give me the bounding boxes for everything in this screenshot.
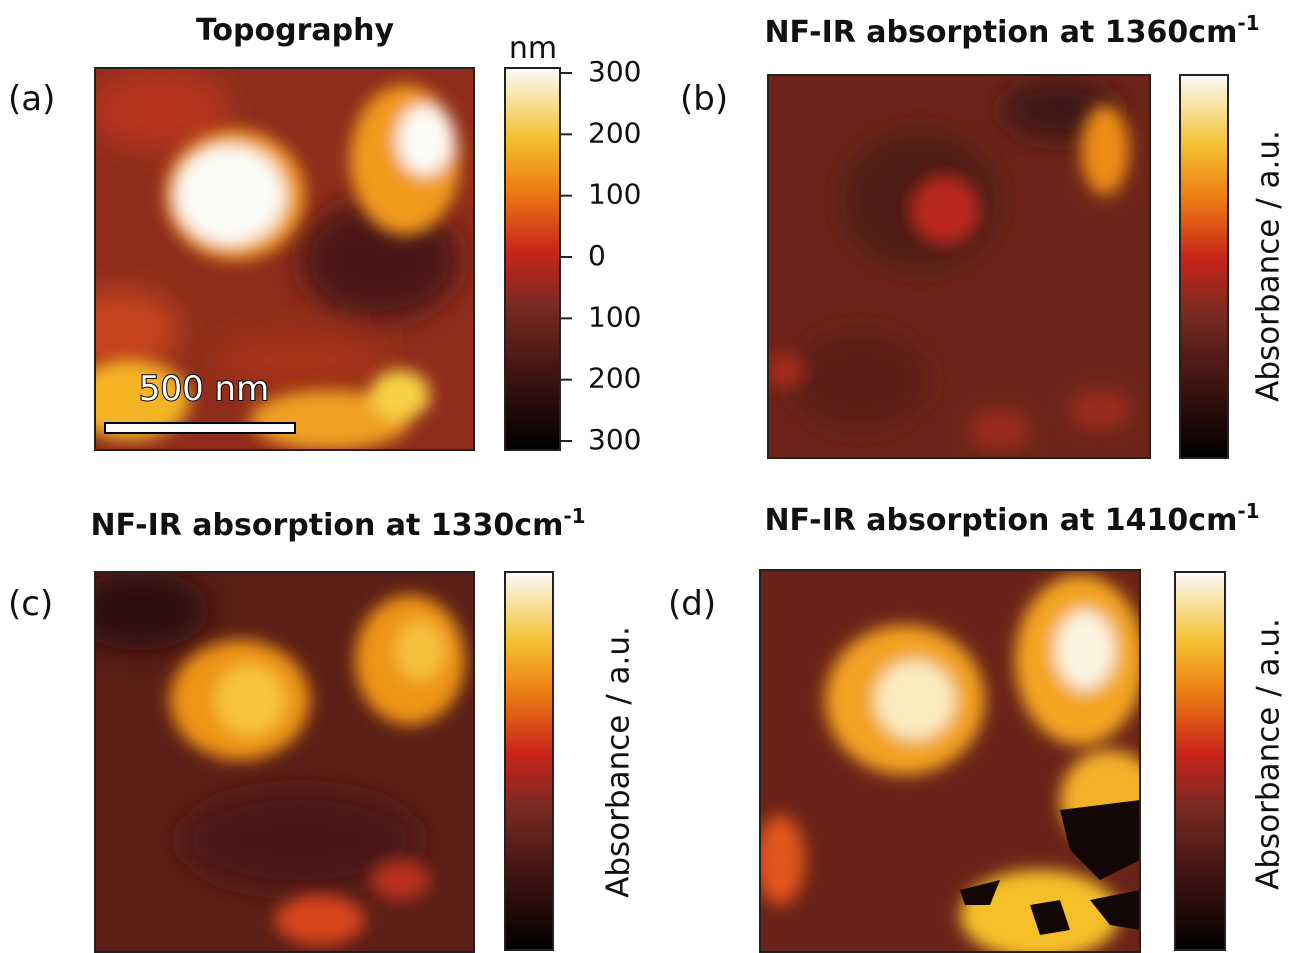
- colorbar-tick-label: 100: [588, 178, 641, 211]
- panel-label: (b): [680, 79, 728, 119]
- scalebar-label: 500 nm: [139, 369, 269, 409]
- image-frame: [759, 569, 1141, 953]
- colorbar: [1174, 571, 1226, 951]
- colorbar-tick-label: 100: [588, 300, 641, 333]
- colorbar-label: Absorbance / a.u.: [1251, 130, 1287, 402]
- title-superscript: -1: [563, 504, 585, 528]
- colorbar-label: Absorbance / a.u.: [1251, 618, 1287, 890]
- image-frame: [94, 571, 475, 953]
- panel-title: NF-IR absorption at 1360cm-1: [764, 11, 1259, 50]
- panel-label: (c): [8, 584, 53, 624]
- image-frame: [94, 67, 475, 451]
- title-superscript: -1: [1237, 11, 1259, 35]
- absorption-map: [768, 75, 1150, 458]
- absorption-map: [760, 570, 1140, 952]
- image-frame: [767, 74, 1151, 459]
- colorbar-ticks: 300 200 100 0 100 200 300: [560, 55, 641, 456]
- topography-map: [95, 68, 474, 450]
- title-text: NF-IR absorption at 1410cm: [764, 503, 1237, 538]
- title-superscript: -1: [1237, 499, 1259, 523]
- panel-title: Topography: [196, 13, 395, 48]
- panel-label: (a): [8, 79, 55, 119]
- colorbar-tick-label: 0: [588, 239, 606, 272]
- colorbar: [504, 67, 561, 451]
- title-text: NF-IR absorption at 1330cm: [90, 508, 563, 543]
- panel-title: NF-IR absorption at 1410cm-1: [764, 499, 1259, 538]
- colorbar-label: Absorbance / a.u.: [601, 626, 637, 898]
- scalebar: [104, 422, 296, 434]
- colorbar-tick-label: 200: [588, 116, 641, 149]
- colorbar-tick-label: 300: [588, 423, 641, 456]
- colorbar-unit: nm: [509, 31, 557, 66]
- colorbar-tick-label: 200: [588, 362, 641, 395]
- panel-title: NF-IR absorption at 1330cm-1: [90, 504, 585, 543]
- panel-label: (d): [668, 584, 716, 624]
- colorbar-tick-label: 300: [588, 55, 641, 88]
- colorbar: [1179, 74, 1229, 459]
- title-text: NF-IR absorption at 1360cm: [764, 15, 1237, 50]
- colorbar: [504, 571, 554, 951]
- absorption-map: [95, 572, 474, 952]
